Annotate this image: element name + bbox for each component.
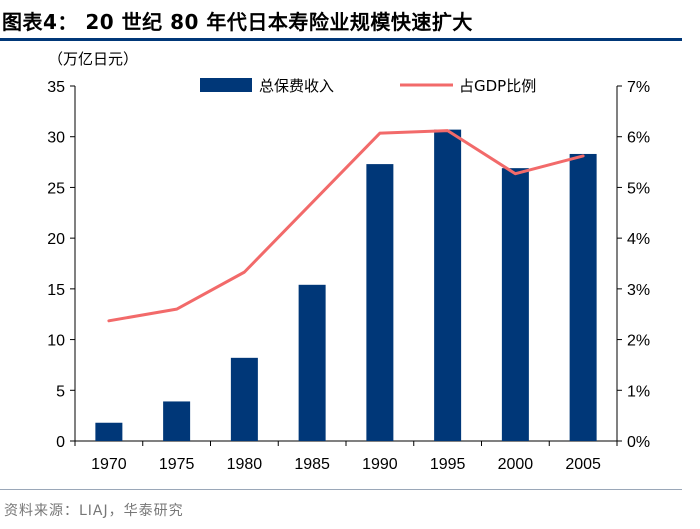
x-tick-label: 1985 xyxy=(294,456,330,473)
x-tick-label: 1980 xyxy=(227,456,263,473)
x-tick-label: 1970 xyxy=(91,456,127,473)
y-right-tick-label: 0% xyxy=(627,434,650,451)
title-rule xyxy=(0,38,682,41)
x-tick-label: 1990 xyxy=(362,456,398,473)
y-left-tick-label: 15 xyxy=(47,282,65,299)
y-left-tick-label: 10 xyxy=(47,333,65,350)
bar xyxy=(366,164,394,441)
y-right-tick-label: 7% xyxy=(627,79,650,96)
y-left-tick-label: 25 xyxy=(47,180,65,197)
bar xyxy=(163,401,191,441)
bar xyxy=(95,422,123,441)
y-left-tick-label: 5 xyxy=(56,383,65,400)
y-right-tick-label: 6% xyxy=(627,130,650,147)
y-right-tick-label: 5% xyxy=(627,180,650,197)
bar xyxy=(298,284,326,441)
bar xyxy=(569,153,597,441)
line-series xyxy=(107,129,585,323)
x-tick-label: 2005 xyxy=(565,456,601,473)
y-left-tick-label: 35 xyxy=(47,79,65,96)
legend-bar-swatch xyxy=(200,78,252,92)
bar-series xyxy=(95,129,597,441)
y-left-tick-label: 30 xyxy=(47,130,65,147)
bar xyxy=(501,168,529,441)
chart-axes: 0 5 10 15 20 25 30 35 0% 1% 2% 3% 4% 5% 6% 7% 1970 1975 19… xyxy=(47,79,650,473)
source-note: 资料来源：LIAJ，华泰研究 xyxy=(4,503,184,519)
y-left-unit-label: （万亿日元） xyxy=(48,50,139,68)
legend-bar-label: 总保费收入 xyxy=(259,77,334,95)
y-left-tick-label: 20 xyxy=(47,231,65,248)
y-right-tick-label: 3% xyxy=(627,282,650,299)
x-tick-label: 1975 xyxy=(159,456,195,473)
x-tick-label: 1995 xyxy=(430,456,466,473)
y-left-tick-label: 0 xyxy=(56,434,65,451)
y-right-tick-label: 1% xyxy=(627,383,650,400)
bar xyxy=(230,357,258,441)
x-tick-label: 2000 xyxy=(498,456,534,473)
y-right-tick-label: 4% xyxy=(627,231,650,248)
footer-rule xyxy=(0,489,682,490)
legend-line-label: 占GDP比例 xyxy=(459,77,536,95)
bar xyxy=(434,129,462,441)
legend: 总保费收入 占GDP比例 xyxy=(200,77,536,95)
figure-title: 图表4： 20 世纪 80 年代日本寿险业规模快速扩大 xyxy=(2,10,473,34)
y-right-tick-label: 2% xyxy=(627,333,650,350)
